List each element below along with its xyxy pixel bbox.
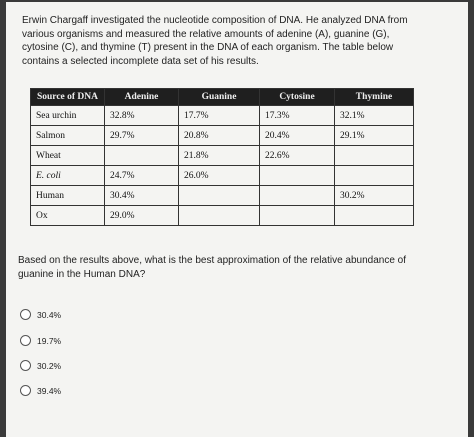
table-cell	[334, 145, 414, 166]
table-row: Wheat 21.8% 22.6%	[30, 145, 414, 166]
option-label: 30.4%	[37, 309, 62, 320]
table-cell	[334, 205, 414, 226]
radio-button[interactable]	[20, 335, 31, 346]
table-cell: Salmon	[30, 125, 105, 146]
table-cell: 30.4%	[104, 185, 179, 206]
table-row: Human 30.4% 30.2%	[30, 185, 414, 206]
header-row: Source of DNA Adenine Guanine Cytosine Thymi…	[30, 88, 414, 106]
table-body: Sea urchin 32.8% 17.7% 17.3% 32.1% Salmon 29.7…	[30, 105, 414, 226]
table-cell: Sea urchin	[30, 105, 105, 126]
option[interactable]: 19.7%	[20, 335, 61, 346]
table-row: Salmon 29.7% 20.8% 20.4% 29.1%	[30, 125, 414, 146]
header-cell: Thymine	[334, 88, 414, 106]
table-cell: 32.8%	[104, 105, 179, 126]
table-cell: Human	[30, 185, 105, 206]
header-cell: Adenine	[104, 88, 179, 106]
option[interactable]: 30.4%	[20, 309, 61, 320]
table-cell: 20.8%	[178, 125, 260, 146]
table-cell: 17.7%	[178, 105, 260, 126]
question-text: Based on the results above, what is the …	[18, 255, 407, 280]
table-cell	[178, 185, 260, 206]
option-label: 39.4%	[37, 385, 62, 396]
table-cell: E. coli	[30, 165, 105, 186]
option-label: 30.2%	[37, 360, 62, 371]
intro-text: Erwin Chargaff investigated the nucleoti…	[22, 15, 408, 67]
option[interactable]: 39.4%	[20, 385, 61, 396]
table-row: Sea urchin 32.8% 17.7% 17.3% 32.1%	[30, 105, 414, 126]
table-cell: 29.0%	[104, 205, 179, 226]
radio-button[interactable]	[20, 309, 31, 320]
table-cell: 20.4%	[259, 125, 335, 146]
header-cell: Guanine	[178, 88, 260, 106]
table-cell	[259, 185, 335, 206]
table-cell: 29.7%	[104, 125, 179, 146]
option-label: 19.7%	[37, 335, 62, 346]
table-cell	[334, 165, 414, 186]
table-cell: Wheat	[30, 145, 105, 166]
table-cell	[259, 165, 335, 186]
radio-button[interactable]	[20, 360, 31, 371]
table-cell: 30.2%	[334, 185, 414, 206]
table-row: Ox 29.0%	[30, 205, 414, 226]
table-cell: 32.1%	[334, 105, 414, 126]
table-cell: 17.3%	[259, 105, 335, 126]
table-cell	[104, 145, 179, 166]
table-cell: 24.7%	[104, 165, 179, 186]
header-cell: Source of DNA	[30, 88, 105, 106]
header-cell: Cytosine	[259, 88, 335, 106]
table-cell: Ox	[30, 205, 105, 226]
table-cell: 26.0%	[178, 165, 260, 186]
paper: Erwin Chargaff investigated the nucleoti…	[6, 2, 468, 437]
table-cell	[259, 205, 335, 226]
table-cell: 29.1%	[334, 125, 414, 146]
table-cell: 22.6%	[259, 145, 335, 166]
table-cell	[178, 205, 260, 226]
option[interactable]: 30.2%	[20, 360, 61, 371]
table-row: E. coli 24.7% 26.0%	[30, 165, 414, 186]
table-cell: 21.8%	[178, 145, 260, 166]
data-table: Source of DNA Adenine Guanine Cytosine Thymi…	[30, 88, 414, 226]
radio-button[interactable]	[20, 385, 31, 396]
